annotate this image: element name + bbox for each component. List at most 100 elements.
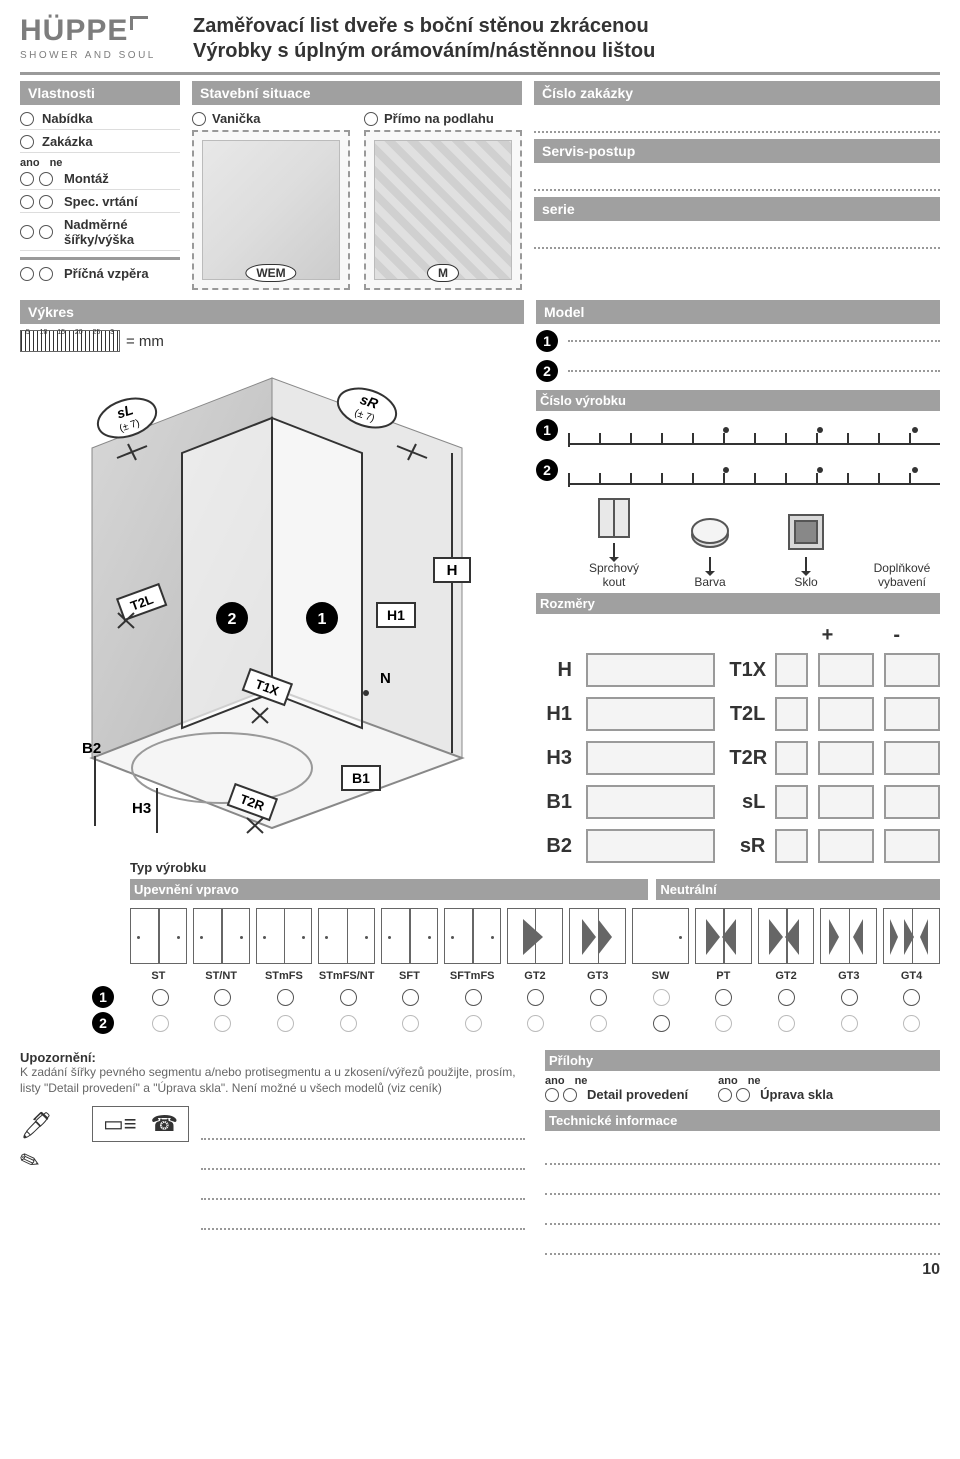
serie-line[interactable] xyxy=(534,227,940,249)
label-montaz: Montáž xyxy=(64,171,109,186)
plus-label: + xyxy=(822,624,834,647)
input-sr[interactable] xyxy=(775,829,808,863)
input-sl-p[interactable] xyxy=(818,785,874,819)
input-t2r[interactable] xyxy=(775,741,808,775)
r1-gt3[interactable] xyxy=(590,989,607,1006)
radio-nabidka[interactable] xyxy=(20,112,34,126)
radio-detail-ne[interactable] xyxy=(563,1088,577,1102)
label-vanicka: Vanička xyxy=(212,111,260,126)
properties-header: Vlastnosti xyxy=(20,81,180,105)
logo-brand: HÜPPE xyxy=(20,14,128,47)
r2-sftmfs[interactable] xyxy=(465,1015,482,1032)
input-t1x-p[interactable] xyxy=(818,653,874,687)
input-t2l-m[interactable] xyxy=(884,697,940,731)
warning-text: K zadání šířky pevného segmentu a/nebo p… xyxy=(20,1065,525,1096)
r1-st[interactable] xyxy=(152,989,169,1006)
input-t2l[interactable] xyxy=(775,697,808,731)
dim-sl: sL xyxy=(729,791,765,814)
r2-gt4[interactable] xyxy=(903,1015,920,1032)
typ-row2-badge: 2 xyxy=(92,1012,114,1034)
radio-montaz-ano[interactable] xyxy=(20,172,34,186)
radio-detail-ano[interactable] xyxy=(545,1088,559,1102)
attach-ano-1: ano xyxy=(545,1075,565,1087)
input-h1[interactable] xyxy=(586,697,715,731)
radio-montaz-ne[interactable] xyxy=(39,172,53,186)
model-2-badge: 2 xyxy=(536,360,558,382)
r1-gt3b[interactable] xyxy=(841,989,858,1006)
r2-stmfs[interactable] xyxy=(277,1015,294,1032)
technical-drawing: sL (± 7) sR (± 7) xyxy=(20,358,524,868)
order-line[interactable] xyxy=(534,111,940,133)
serie-header: serie xyxy=(534,197,940,221)
input-t1x[interactable] xyxy=(775,653,808,687)
input-b2[interactable] xyxy=(586,829,715,863)
contact-line-2[interactable] xyxy=(201,1140,525,1170)
r2-gt2b[interactable] xyxy=(778,1015,795,1032)
label-spec: Spec. vrtání xyxy=(64,194,138,209)
input-t2l-p[interactable] xyxy=(818,697,874,731)
input-sl-m[interactable] xyxy=(884,785,940,819)
prod-2-line[interactable] xyxy=(568,455,940,485)
r1-sw[interactable] xyxy=(653,989,670,1006)
dim-b1: B1 xyxy=(536,791,572,814)
radio-nadmerne-ano[interactable] xyxy=(20,225,34,239)
input-h3[interactable] xyxy=(586,741,715,775)
title-line-1: Zaměřovací list dveře s boční stěnou zkr… xyxy=(193,14,655,39)
servis-line[interactable] xyxy=(534,169,940,191)
model-1-line[interactable] xyxy=(568,340,940,342)
tech-line-2[interactable] xyxy=(545,1165,940,1195)
label-uprava: Úprava skla xyxy=(760,1087,833,1102)
contact-line-3[interactable] xyxy=(201,1170,525,1200)
r1-stmfs[interactable] xyxy=(277,989,294,1006)
rozmery-header: Rozměry xyxy=(536,593,940,614)
radio-pricna-ne[interactable] xyxy=(39,267,53,281)
tech-line-4[interactable] xyxy=(545,1225,940,1255)
r1-pt[interactable] xyxy=(715,989,732,1006)
tech-line-3[interactable] xyxy=(545,1195,940,1225)
input-sr-m[interactable] xyxy=(884,829,940,863)
r2-gt3[interactable] xyxy=(590,1015,607,1032)
input-sl[interactable] xyxy=(775,785,808,819)
radio-uprava-ne[interactable] xyxy=(736,1088,750,1102)
radio-spec-ne[interactable] xyxy=(39,195,53,209)
r1-stnt[interactable] xyxy=(214,989,231,1006)
contact-line-4[interactable] xyxy=(201,1200,525,1230)
radio-primo[interactable] xyxy=(364,112,378,126)
dim-sr: sR xyxy=(729,835,765,858)
input-t2r-m[interactable] xyxy=(884,741,940,775)
radio-zakazka[interactable] xyxy=(20,135,34,149)
radio-uprava-ano[interactable] xyxy=(718,1088,732,1102)
dim-h: H xyxy=(536,659,572,682)
r1-sftmfs[interactable] xyxy=(465,989,482,1006)
radio-pricna-ano[interactable] xyxy=(20,267,34,281)
tech-header: Technické informace xyxy=(545,1110,940,1131)
model-2-line[interactable] xyxy=(568,370,940,372)
svg-text:B2: B2 xyxy=(82,740,101,757)
r2-sft[interactable] xyxy=(402,1015,419,1032)
r2-sw[interactable] xyxy=(653,1015,670,1032)
r2-st[interactable] xyxy=(152,1015,169,1032)
input-b1[interactable] xyxy=(586,785,715,819)
radio-vanicka[interactable] xyxy=(192,112,206,126)
r1-gt2b[interactable] xyxy=(778,989,795,1006)
r1-gt4[interactable] xyxy=(903,989,920,1006)
contact-line-1[interactable] xyxy=(201,1110,525,1140)
radio-nadmerne-ne[interactable] xyxy=(39,225,53,239)
cat-doplnkove: Doplňkové vybavení xyxy=(864,495,940,589)
r1-sft[interactable] xyxy=(402,989,419,1006)
input-sr-p[interactable] xyxy=(818,829,874,863)
tech-line-1[interactable] xyxy=(545,1135,940,1165)
r1-gt2[interactable] xyxy=(527,989,544,1006)
r2-gt3b[interactable] xyxy=(841,1015,858,1032)
r1-stmfsnt[interactable] xyxy=(340,989,357,1006)
r2-pt[interactable] xyxy=(715,1015,732,1032)
input-t2r-p[interactable] xyxy=(818,741,874,775)
radio-spec-ano[interactable] xyxy=(20,195,34,209)
prod-1-line[interactable] xyxy=(568,415,940,445)
r2-stnt[interactable] xyxy=(214,1015,231,1032)
input-t1x-m[interactable] xyxy=(884,653,940,687)
r2-stmfsnt[interactable] xyxy=(340,1015,357,1032)
r2-gt2[interactable] xyxy=(527,1015,544,1032)
input-h[interactable] xyxy=(586,653,715,687)
dim-t2r: T2R xyxy=(729,747,765,770)
